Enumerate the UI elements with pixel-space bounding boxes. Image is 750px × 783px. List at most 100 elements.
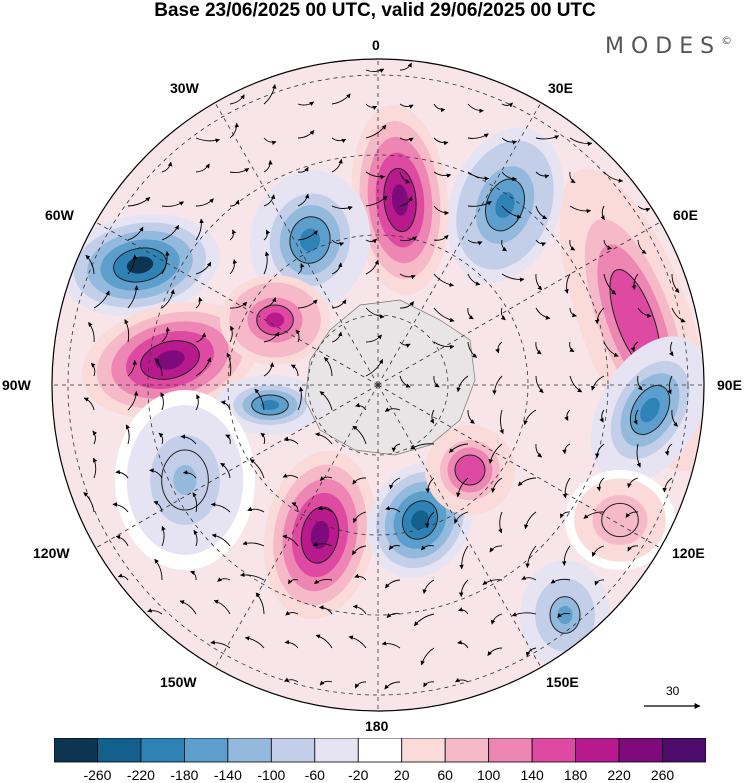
wind-vector bbox=[90, 362, 96, 377]
wind-vector bbox=[285, 610, 299, 616]
wind-vectors bbox=[83, 62, 686, 690]
wind-vector bbox=[399, 62, 412, 71]
wind-vector bbox=[467, 239, 483, 246]
meridian-line bbox=[377, 219, 664, 386]
wind-vector bbox=[365, 103, 378, 110]
wind-vector bbox=[490, 613, 503, 625]
wind-vector bbox=[385, 505, 401, 513]
meridian-line bbox=[92, 219, 379, 386]
brand-text: MODES bbox=[605, 34, 722, 59]
wind-vector bbox=[217, 577, 231, 582]
wind-vector bbox=[488, 443, 503, 464]
wind-vector bbox=[263, 84, 277, 105]
wind-vector bbox=[297, 101, 314, 107]
wind-vector bbox=[317, 505, 333, 513]
wind-vector bbox=[631, 273, 639, 290]
colorbar-tick-label: 220 bbox=[607, 767, 631, 783]
wind-vector bbox=[127, 360, 138, 377]
wind-vector bbox=[420, 545, 435, 551]
wind-vector bbox=[295, 329, 301, 343]
wind-vector bbox=[229, 94, 245, 105]
wind-vector bbox=[88, 322, 95, 343]
colorbar bbox=[54, 738, 706, 763]
copyright-mark: © bbox=[721, 34, 733, 47]
wind-vector bbox=[284, 677, 299, 683]
wind-vector bbox=[399, 375, 411, 388]
wind-vector bbox=[569, 341, 575, 353]
anomaly-positive-150w bbox=[263, 450, 377, 620]
wind-vector bbox=[195, 357, 212, 377]
wind-vector bbox=[525, 545, 537, 569]
wind-vector bbox=[297, 130, 315, 139]
wind-vector bbox=[561, 545, 571, 566]
wind-vector bbox=[467, 171, 490, 181]
wind-vector bbox=[501, 239, 507, 252]
colorbar-cell bbox=[54, 738, 98, 763]
wind-vector bbox=[127, 226, 144, 241]
wind-vector bbox=[190, 570, 197, 581]
latitude-circle bbox=[307, 314, 449, 456]
colorbar-tick-label: 140 bbox=[520, 767, 544, 783]
wind-vector bbox=[523, 409, 537, 426]
wind-vector bbox=[263, 137, 277, 145]
anomaly-positive-120e-outer bbox=[565, 470, 675, 570]
wind-vector bbox=[297, 193, 310, 207]
anomaly-contour-band bbox=[640, 397, 660, 423]
wind-vector bbox=[115, 469, 129, 479]
wind-vector bbox=[399, 341, 411, 348]
wind-vector bbox=[433, 205, 450, 216]
colorbar-cell bbox=[270, 738, 316, 763]
reference-vector-label: 30 bbox=[666, 684, 680, 698]
wind-vector bbox=[603, 171, 624, 183]
lon-label-60w: 60W bbox=[45, 207, 74, 223]
wind-vector bbox=[384, 407, 401, 412]
meridian-line bbox=[377, 384, 664, 551]
meridian-line bbox=[212, 99, 379, 386]
wind-vector bbox=[501, 171, 518, 182]
wind-vector bbox=[664, 443, 673, 456]
wind-vector bbox=[671, 273, 680, 293]
wind-vector bbox=[399, 196, 413, 207]
wind-vector bbox=[433, 273, 455, 287]
wind-vector bbox=[263, 362, 275, 377]
wind-vector bbox=[242, 540, 265, 547]
wind-vector bbox=[115, 534, 129, 547]
wind-vector bbox=[125, 424, 131, 445]
wind-vector bbox=[487, 647, 503, 656]
wind-vector bbox=[297, 386, 304, 411]
wind-vector bbox=[365, 334, 382, 343]
wind-vector bbox=[263, 331, 280, 343]
wind-vector bbox=[535, 307, 551, 320]
reference-vector-arrow bbox=[644, 703, 701, 709]
wind-vector bbox=[637, 307, 652, 318]
wind-vector bbox=[467, 133, 489, 139]
wind-vector bbox=[161, 224, 180, 241]
colorbar-tick-label: 20 bbox=[393, 767, 410, 783]
wind-vector bbox=[182, 470, 197, 479]
wind-vector bbox=[433, 307, 455, 323]
wind-vector bbox=[365, 307, 385, 319]
colorbar-cell bbox=[488, 738, 533, 763]
map-boundary bbox=[51, 58, 705, 712]
lon-label-0: 0 bbox=[372, 37, 380, 53]
wind-vector bbox=[240, 572, 265, 581]
wind-vector bbox=[352, 545, 367, 556]
wind-vector bbox=[594, 579, 605, 586]
wind-vector bbox=[282, 473, 299, 479]
wind-vector bbox=[550, 578, 571, 584]
wind-vector bbox=[422, 579, 435, 595]
wind-vector bbox=[283, 436, 299, 445]
wind-vector bbox=[457, 640, 469, 649]
wind-vector bbox=[147, 608, 163, 615]
wind-vector bbox=[154, 558, 163, 581]
wind-vector bbox=[603, 341, 619, 357]
wind-vector bbox=[352, 477, 367, 485]
wind-vector bbox=[414, 613, 435, 627]
wind-vector bbox=[499, 409, 504, 435]
wind-vector bbox=[154, 358, 163, 377]
wind-vector bbox=[315, 432, 333, 445]
wind-vector bbox=[492, 375, 503, 395]
brand-logo: MODES© bbox=[605, 34, 732, 59]
wind-vector bbox=[127, 390, 139, 411]
wind-vector bbox=[669, 341, 674, 357]
